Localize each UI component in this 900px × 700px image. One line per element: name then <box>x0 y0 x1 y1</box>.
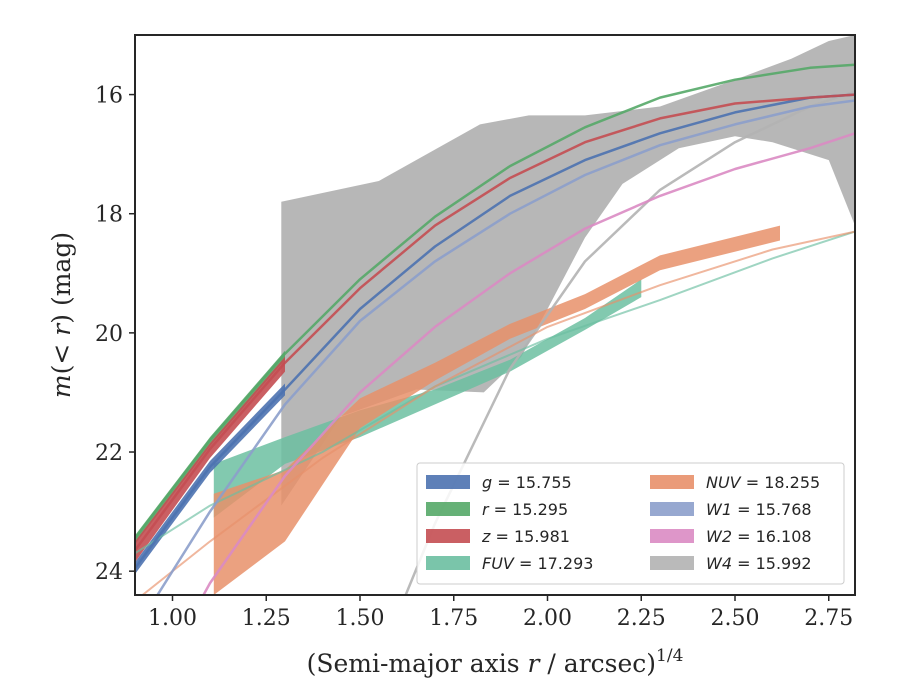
y-axis-ticks: 16 18 20 22 24 <box>95 84 135 585</box>
legend-frame <box>416 462 845 585</box>
x-axis-ticks: 1.00 1.25 1.50 1.75 2.00 2.25 2.50 2.75 <box>148 595 853 631</box>
x-tick-label: 1.25 <box>242 606 291 631</box>
legend-swatch-w2 <box>650 529 694 543</box>
line-fuv <box>135 230 855 555</box>
legend-label-w1: W1 = 15.768 <box>706 500 812 519</box>
legend-label-fuv: FUV = 17.293 <box>482 554 593 573</box>
legend-swatch-w4 <box>650 556 694 570</box>
legend-label-g: g = 15.755 <box>482 473 572 492</box>
legend-label-nuv: NUV = 18.255 <box>706 473 820 492</box>
x-tick-label: 1.50 <box>336 606 385 631</box>
band-g <box>135 383 285 575</box>
x-tick-label: 2.25 <box>617 606 666 631</box>
series-lines <box>135 63 855 595</box>
legend-swatch-w1 <box>650 502 694 516</box>
legend-swatch-nuv <box>650 475 694 489</box>
legend: g = 15.755 r = 15.295 z = 15.981 FUV = 17.2… <box>416 462 845 585</box>
x-axis-label: (Semi-major axis r / arcsec)1/4 <box>307 646 684 678</box>
x-tick-label: 2.50 <box>711 606 760 631</box>
band-r <box>135 350 285 545</box>
line-nuv <box>140 230 855 595</box>
y-tick-label: 18 <box>95 203 123 228</box>
legend-label-r: r = 15.295 <box>482 500 568 519</box>
legend-label-z: z = 15.981 <box>481 527 570 546</box>
x-tick-label: 2.75 <box>804 606 853 631</box>
legend-swatch-z <box>426 529 470 543</box>
line-w1 <box>156 99 855 595</box>
y-axis-label: m(< r) (mag) <box>47 232 76 398</box>
line-g <box>135 93 855 569</box>
y-tick-label: 16 <box>95 84 123 109</box>
x-tick-label: 2.00 <box>523 606 572 631</box>
legend-label-w2: W2 = 16.108 <box>706 527 812 546</box>
y-tick-label: 22 <box>95 441 123 466</box>
legend-label-w4: W4 = 15.992 <box>706 554 812 573</box>
uncertainty-bands <box>135 35 855 595</box>
band-w4 <box>281 35 855 506</box>
legend-swatch-fuv <box>426 556 470 570</box>
x-tick-label: 1.00 <box>148 606 197 631</box>
band-fuv <box>213 279 642 518</box>
y-tick-label: 20 <box>95 322 123 347</box>
legend-swatch-g <box>426 475 470 489</box>
legend-swatch-r <box>426 502 470 516</box>
line-r <box>135 63 855 540</box>
x-tick-label: 1.75 <box>429 606 478 631</box>
plot-frame <box>134 34 856 596</box>
line-z <box>135 93 855 552</box>
band-z <box>135 356 285 563</box>
y-tick-label: 24 <box>95 560 123 585</box>
line-w2 <box>202 132 855 595</box>
